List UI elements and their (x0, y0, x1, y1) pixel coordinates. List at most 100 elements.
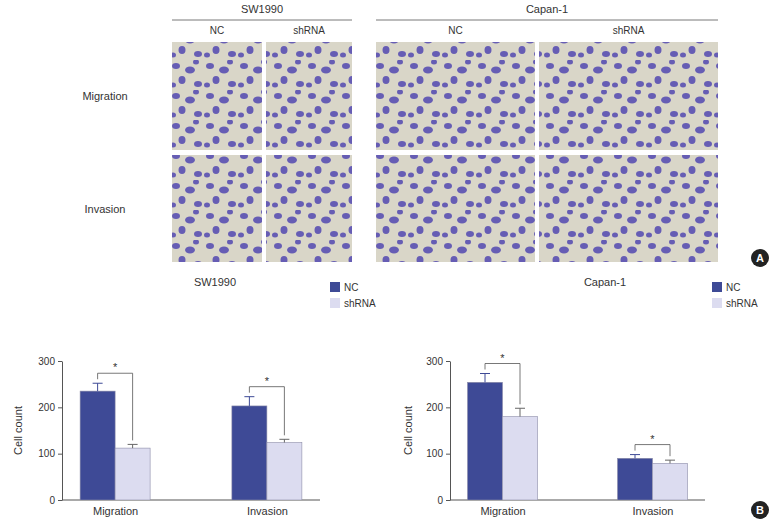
condition-label: NC (448, 25, 462, 36)
figure: SW1990 NC shRNA Capan-1 NC shRNA Migration Inva… (0, 0, 775, 523)
y-axis: 0 100 200 300 (426, 356, 450, 506)
bar-chart: SW1990 Cell count 0 100 200 300 Migration Invas… (12, 276, 376, 517)
condition-label: shRNA (613, 25, 645, 36)
panel-label: A (756, 252, 764, 264)
micrograph (172, 155, 262, 262)
tick-label: 300 (426, 356, 443, 367)
plot-area (468, 374, 688, 500)
legend: NC shRNA (330, 282, 376, 309)
micrograph (376, 42, 535, 150)
tick-label: 0 (437, 495, 443, 506)
axis-title: Cell count (402, 406, 414, 455)
tick: Migration (93, 500, 138, 517)
legend-label: shRNA (726, 298, 758, 309)
condition-label: NC (210, 25, 224, 36)
tick-label: 300 (38, 356, 55, 367)
tick-label: Migration (93, 505, 138, 517)
tick-mark (446, 454, 450, 455)
tick: Migration (480, 500, 525, 517)
bar (267, 443, 302, 500)
tick-mark (58, 361, 62, 362)
tick: 200 (38, 402, 62, 413)
panel-badge (751, 501, 769, 519)
tick-label: Invasion (633, 505, 674, 517)
error-bar (128, 444, 138, 448)
tick-mark (446, 407, 450, 408)
group-rule (376, 20, 718, 21)
micrograph (266, 155, 352, 262)
significance-bracket (98, 373, 133, 440)
tick: 300 (426, 356, 450, 367)
tick-label: Migration (480, 505, 525, 517)
panel-label: B (756, 504, 764, 516)
tick-label: 0 (49, 495, 55, 506)
micrograph (539, 155, 718, 262)
tick: Invasion (633, 500, 674, 517)
legend-swatch (712, 282, 722, 292)
legend-swatch (330, 298, 340, 308)
row-label: Invasion (85, 203, 126, 215)
tick: 300 (38, 356, 62, 367)
row-label: Migration (82, 90, 127, 102)
micrograph (376, 155, 535, 262)
micrograph (172, 42, 262, 150)
tick-label: Invasion (247, 505, 288, 517)
chart-title: SW1990 (194, 276, 236, 288)
legend-label: NC (726, 282, 740, 293)
significance-label: * (650, 433, 655, 445)
axis-line (450, 362, 451, 501)
panel-badge (751, 249, 769, 267)
error-bar (515, 408, 525, 416)
significance-label: * (113, 361, 118, 373)
significance-label: * (500, 352, 505, 364)
error-bar (244, 397, 254, 406)
legend-swatch (330, 282, 340, 292)
group-rule (172, 20, 352, 21)
micrograph (539, 42, 718, 150)
bar (80, 391, 115, 500)
legend-label: NC (344, 282, 358, 293)
tick: 100 (38, 448, 62, 459)
bar (468, 382, 503, 500)
legend-swatch (712, 298, 722, 308)
bar (503, 417, 538, 500)
tick-label: 200 (38, 402, 55, 413)
x-axis: Migration Invasion (450, 500, 705, 517)
error-bar (480, 374, 490, 383)
tick-mark (58, 454, 62, 455)
tick-label: 100 (426, 448, 443, 459)
bar (618, 458, 653, 500)
condition-label: shRNA (293, 25, 325, 36)
micrograph (266, 42, 352, 150)
bar (232, 406, 267, 500)
error-bar (665, 460, 675, 463)
tick-label: 200 (426, 402, 443, 413)
group-title: Capan-1 (526, 3, 568, 15)
bar (115, 448, 150, 500)
bar-chart: Capan-1 Cell count 0 100 200 300 Migration Inva… (402, 276, 758, 517)
bar (653, 463, 688, 500)
significance-bracket (485, 364, 520, 405)
tick: Invasion (247, 500, 288, 517)
y-axis: 0 100 200 300 (38, 356, 62, 506)
legend-label: shRNA (344, 298, 376, 309)
tick: 100 (426, 448, 450, 459)
error-bar (279, 439, 289, 442)
error-bar (93, 383, 103, 391)
panel-a: SW1990 NC shRNA Capan-1 NC shRNA Migration Inva… (82, 3, 718, 262)
group-title: SW1990 (241, 3, 283, 15)
error-bar (630, 455, 640, 459)
plot-area (80, 383, 302, 500)
axis-title: Cell count (12, 406, 24, 455)
tick-mark (58, 407, 62, 408)
tick-mark (446, 500, 450, 501)
significance-bracket (249, 387, 284, 436)
chart-title: Capan-1 (584, 276, 626, 288)
tick: 200 (426, 402, 450, 413)
tick-mark (446, 361, 450, 362)
significance-label: * (265, 375, 270, 387)
tick: 0 (49, 495, 62, 506)
axis-line (62, 362, 63, 501)
legend: NC shRNA (712, 282, 758, 309)
significance-bracket (635, 445, 670, 457)
